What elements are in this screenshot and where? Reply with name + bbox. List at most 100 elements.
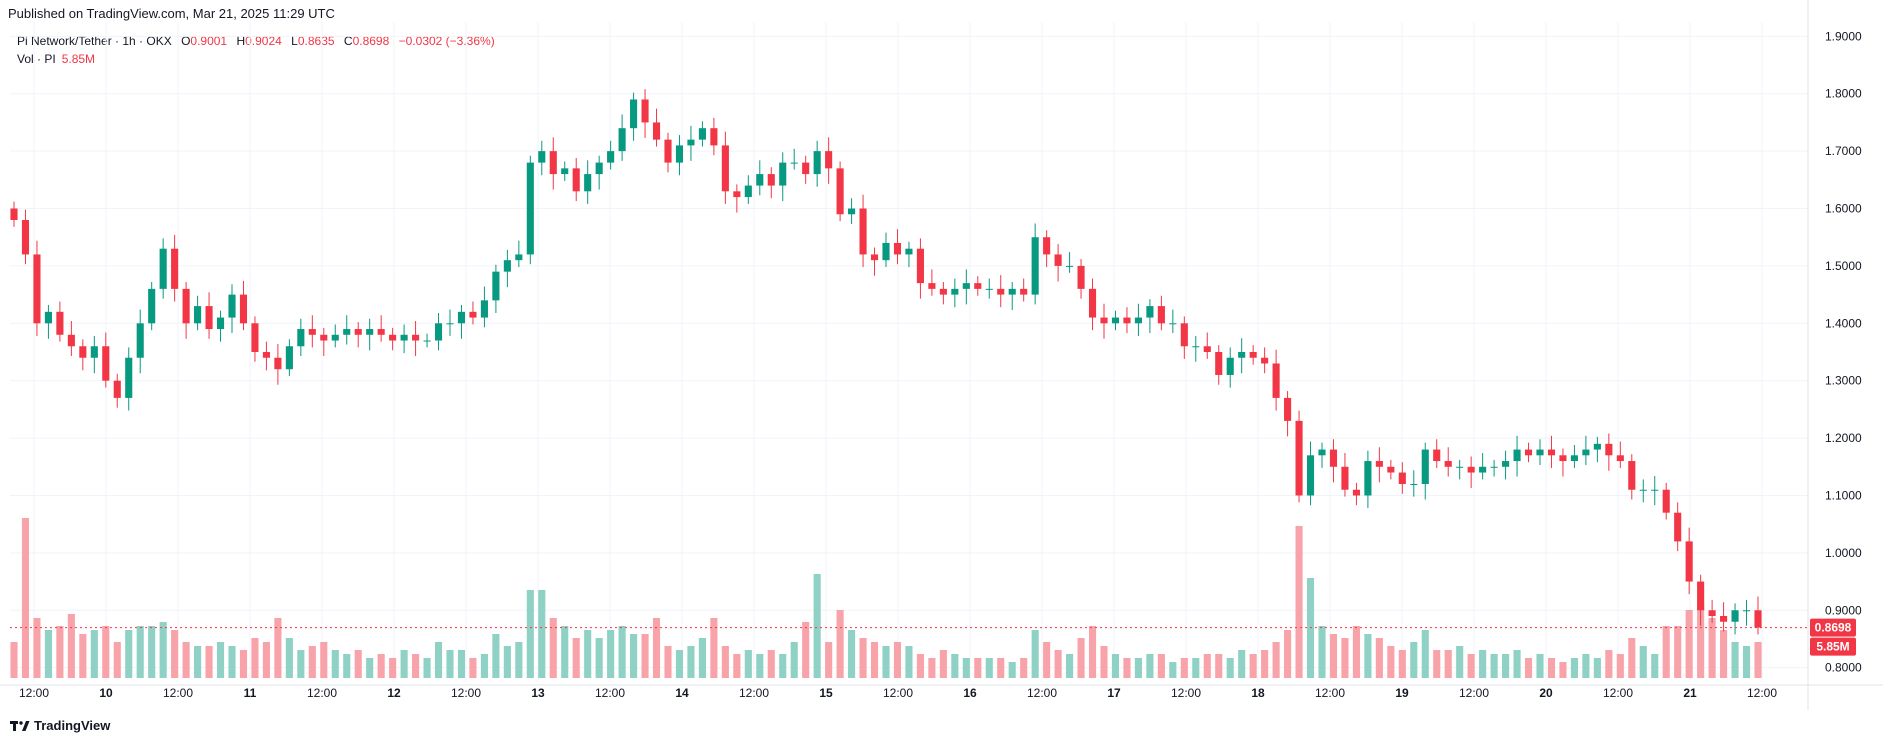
price-tick-label: 1.4000 bbox=[1825, 316, 1862, 330]
candle-body bbox=[148, 288, 156, 324]
candle-body bbox=[194, 306, 202, 324]
volume-bar bbox=[1662, 626, 1670, 678]
volume-bar bbox=[1134, 658, 1142, 678]
candle-body bbox=[1651, 489, 1659, 491]
volume-bar bbox=[366, 658, 374, 678]
time-tick-label: 12:00 bbox=[1747, 686, 1777, 700]
brand-name: TradingView bbox=[34, 718, 111, 733]
volume-bar bbox=[1192, 658, 1200, 678]
time-tick-label: 16 bbox=[963, 686, 977, 700]
symbol-title: Pi Network/Tether · 1h · OKX bbox=[17, 34, 172, 48]
symbol-legend: Pi Network/Tether · 1h · OKX O0.9001 H0.… bbox=[17, 34, 495, 48]
candle-body bbox=[1742, 610, 1751, 612]
volume-bar bbox=[1146, 654, 1154, 678]
candle-body bbox=[802, 162, 810, 175]
candle-body bbox=[1352, 489, 1360, 496]
time-tick-label: 19 bbox=[1395, 686, 1409, 700]
volume-bar bbox=[182, 642, 190, 678]
volume-bar bbox=[423, 658, 431, 678]
candle-body bbox=[446, 323, 454, 325]
candle-body bbox=[308, 329, 316, 335]
candle-body bbox=[721, 145, 729, 192]
volume-bar bbox=[1398, 650, 1406, 678]
candle-body bbox=[423, 340, 431, 342]
candle-body bbox=[182, 288, 190, 324]
volume-bar bbox=[1077, 638, 1085, 678]
time-tick-label: 12 bbox=[387, 686, 401, 700]
volume-bar bbox=[1639, 646, 1647, 678]
candle-body bbox=[767, 174, 775, 186]
volume-bar bbox=[1742, 646, 1751, 678]
volume-label: Vol · PI bbox=[17, 52, 56, 66]
volume-bar bbox=[1467, 654, 1475, 678]
volume-bar bbox=[33, 618, 41, 678]
volume-bar bbox=[377, 654, 385, 678]
volume-bar bbox=[239, 650, 248, 678]
volume-bar bbox=[159, 622, 167, 678]
volume-bar bbox=[561, 626, 569, 678]
candle-body bbox=[1008, 288, 1016, 295]
candle-body bbox=[825, 151, 833, 169]
candle-body bbox=[1146, 306, 1154, 318]
candle-body bbox=[813, 151, 821, 175]
candle-body bbox=[102, 346, 110, 381]
published-header: Published on TradingView.com, Mar 21, 20… bbox=[8, 6, 335, 21]
candle-body bbox=[1157, 306, 1165, 324]
candle-body bbox=[939, 288, 947, 295]
volume-bar bbox=[744, 650, 752, 678]
high-label: H bbox=[236, 34, 246, 48]
candle-body bbox=[67, 334, 75, 347]
candle-body bbox=[56, 311, 64, 335]
volume-bar bbox=[1284, 630, 1292, 678]
time-tick-label: 12:00 bbox=[1315, 686, 1345, 700]
volume-bar bbox=[1375, 638, 1383, 678]
volume-bar bbox=[1410, 642, 1418, 678]
volume-bar bbox=[1433, 650, 1441, 678]
volume-bar bbox=[469, 658, 477, 678]
candle-body bbox=[469, 311, 477, 318]
candle-body bbox=[1398, 472, 1406, 484]
volume-bar bbox=[664, 646, 672, 678]
candle-body bbox=[1100, 317, 1108, 324]
candle-body bbox=[561, 168, 569, 175]
candle-body bbox=[1215, 352, 1223, 375]
candle-body bbox=[974, 283, 982, 289]
candle-body bbox=[618, 128, 626, 152]
candle-body bbox=[343, 329, 351, 335]
candle-body bbox=[1674, 512, 1682, 542]
volume-bar bbox=[320, 642, 328, 678]
volume-bar bbox=[480, 654, 488, 678]
candle-body bbox=[1329, 449, 1338, 467]
time-tick-label: 12:00 bbox=[307, 686, 337, 700]
candle-body bbox=[710, 128, 718, 146]
volume-bar bbox=[136, 626, 144, 678]
volume-bar bbox=[171, 630, 179, 678]
volume-bar bbox=[607, 630, 615, 678]
volume-bar bbox=[1318, 626, 1326, 678]
tradingview-brand[interactable]: TradingView bbox=[10, 718, 110, 733]
candle-body bbox=[205, 306, 213, 330]
volume-bar bbox=[687, 646, 695, 678]
candle-body bbox=[1547, 449, 1556, 456]
candle-body bbox=[251, 323, 259, 352]
low-label: L bbox=[291, 34, 298, 48]
candle-body bbox=[171, 248, 179, 289]
volume-bar bbox=[1547, 658, 1556, 678]
candle-body bbox=[503, 260, 511, 272]
candle-body bbox=[354, 329, 362, 335]
time-tick-label: 12:00 bbox=[1027, 686, 1057, 700]
candle-body bbox=[859, 208, 867, 255]
volume-bar bbox=[1387, 646, 1395, 678]
candle-body bbox=[1433, 449, 1441, 462]
time-tick-label: 15 bbox=[819, 686, 833, 700]
candle-body bbox=[377, 329, 385, 335]
candle-body bbox=[515, 254, 523, 261]
volume-bar bbox=[733, 654, 741, 678]
candle-body bbox=[412, 334, 420, 341]
volume-bar bbox=[354, 650, 362, 678]
candle-body bbox=[675, 145, 684, 163]
volume-bar bbox=[1524, 658, 1533, 678]
candle-body bbox=[113, 380, 121, 398]
candle-body bbox=[297, 329, 305, 347]
